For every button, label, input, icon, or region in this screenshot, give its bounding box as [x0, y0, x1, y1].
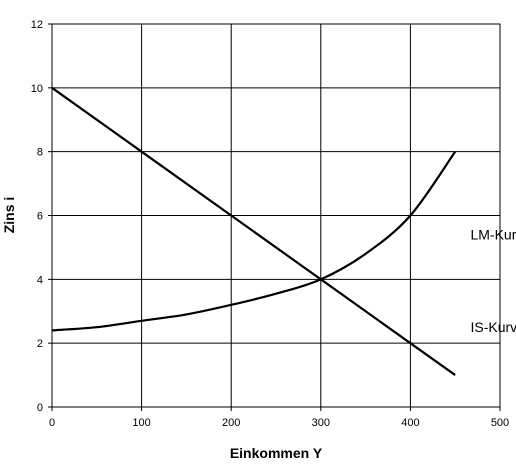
y-tick-label-8: 8 [37, 147, 43, 159]
x-tick-label-200: 200 [222, 417, 240, 429]
y-tick-label-2: 2 [37, 338, 43, 350]
x-tick-label-100: 100 [132, 417, 150, 429]
y-tick-label-0: 0 [37, 402, 43, 414]
y-tick-labels: 0 2 4 6 8 10 12 [31, 19, 43, 414]
y-tick-label-10: 10 [31, 83, 43, 95]
y-axis-title: Zins i [1, 197, 17, 234]
y-tick-label-4: 4 [37, 274, 43, 286]
y-tick-label-12: 12 [31, 19, 43, 31]
series-is-kurve [51, 86, 456, 376]
x-tick-label-0: 0 [49, 417, 55, 429]
x-tick-label-300: 300 [312, 417, 330, 429]
x-tick-label-500: 500 [491, 417, 509, 429]
y-tick-label-6: 6 [37, 211, 43, 223]
x-tick-label-400: 400 [401, 417, 419, 429]
x-axis-title: Einkommen Y [230, 445, 323, 461]
x-tick-labels: 0 100 200 300 400 500 [49, 417, 509, 429]
label-is-kurve: IS-Kurve [470, 319, 516, 335]
series-lm-kurve [51, 151, 457, 332]
label-lm-kurve: LM-Kurve [470, 227, 516, 243]
curve-labels: LM-Kurve IS-Kurve [470, 227, 516, 336]
curves [51, 86, 457, 376]
